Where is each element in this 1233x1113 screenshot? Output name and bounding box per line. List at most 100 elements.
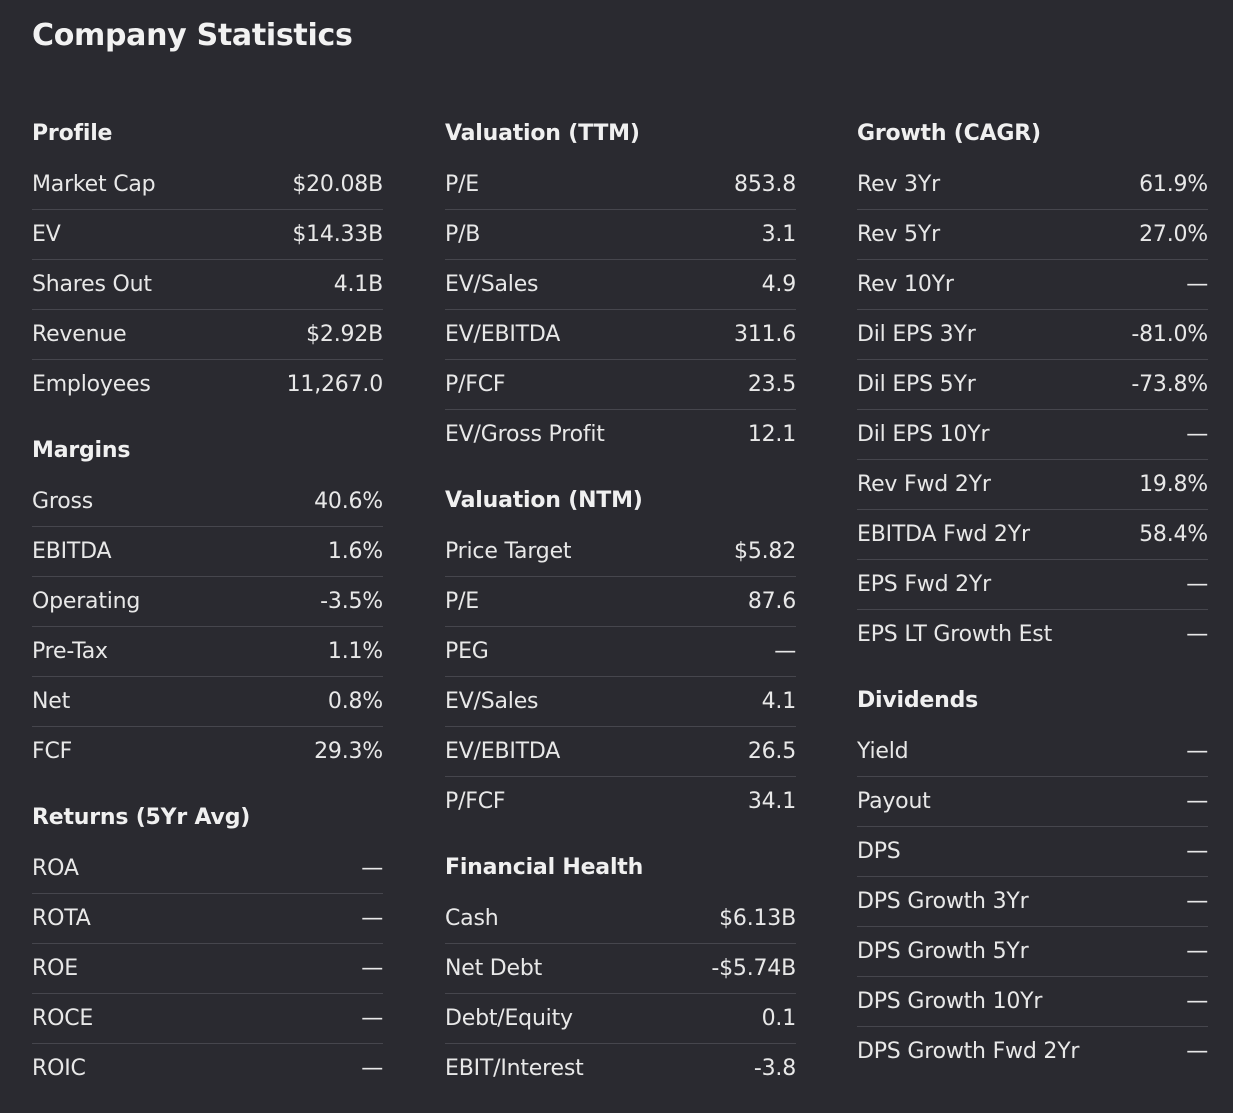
stat-label: Shares Out <box>32 272 152 297</box>
stat-row: Debt/Equity 0.1 <box>445 994 796 1044</box>
stat-label: Operating <box>32 589 141 614</box>
stat-value: 4.1B <box>333 272 383 297</box>
stat-value: -$5.74B <box>711 956 796 981</box>
stat-row: Yield — <box>857 727 1208 777</box>
stat-row: DPS Growth 5Yr — <box>857 927 1208 977</box>
stat-label: PEG <box>445 639 489 664</box>
stat-value: $20.08B <box>292 172 383 197</box>
stat-value: — <box>361 1006 383 1031</box>
stat-label: Revenue <box>32 322 127 347</box>
section-title: Growth (CAGR) <box>857 121 1041 146</box>
stat-value: 311.6 <box>734 322 796 347</box>
stat-label: Market Cap <box>32 172 156 197</box>
stat-value: — <box>361 956 383 981</box>
stat-label: EBITDA Fwd 2Yr <box>857 522 1030 547</box>
stat-value: 29.3% <box>314 739 383 764</box>
stat-label: P/E <box>445 172 479 197</box>
stat-label: Net <box>32 689 71 714</box>
stat-row: EPS Fwd 2Yr — <box>857 560 1208 610</box>
stat-label: Dil EPS 5Yr <box>857 372 976 397</box>
stat-row: Rev Fwd 2Yr 19.8% <box>857 460 1208 510</box>
stat-value: — <box>361 1056 383 1081</box>
stat-row: EV/Sales 4.1 <box>445 677 796 727</box>
stat-value: — <box>1186 989 1208 1014</box>
stat-row: Rev 3Yr 61.9% <box>857 160 1208 210</box>
stat-row: EBITDA 1.6% <box>32 527 383 577</box>
stat-value: — <box>1186 739 1208 764</box>
section-title: Valuation (NTM) <box>445 488 643 513</box>
stat-row: Operating -3.5% <box>32 577 383 627</box>
stat-row: P/B 3.1 <box>445 210 796 260</box>
stat-row: EV/Gross Profit 12.1 <box>445 410 796 459</box>
section-title: Margins <box>32 438 131 463</box>
stat-row: P/FCF 23.5 <box>445 360 796 410</box>
section-returns: Returns (5Yr Avg) ROA — ROTA — ROE — ROCE — … <box>32 792 383 1093</box>
stat-value: 23.5 <box>747 372 796 397</box>
stat-value: — <box>1186 889 1208 914</box>
page-title: Company Statistics <box>32 18 353 53</box>
stat-label: EV/Sales <box>445 272 539 297</box>
section-profile: Profile Market Cap $20.08B EV $14.33B Shar… <box>32 108 383 409</box>
stat-label: P/FCF <box>445 372 506 397</box>
stat-value: $6.13B <box>719 906 796 931</box>
stat-value: 40.6% <box>314 489 383 514</box>
stat-row: EV/EBITDA 311.6 <box>445 310 796 360</box>
stat-label: EBITDA <box>32 539 112 564</box>
stat-row: EV $14.33B <box>32 210 383 260</box>
stats-column-3: Growth (CAGR) Rev 3Yr 61.9% Rev 5Yr 27.0% … <box>857 108 1208 1076</box>
stat-label: EV/EBITDA <box>445 739 561 764</box>
stat-label: DPS Growth 5Yr <box>857 939 1029 964</box>
stat-row: EPS LT Growth Est — <box>857 610 1208 659</box>
stat-label: ROTA <box>32 906 91 931</box>
stat-label: EV <box>32 222 61 247</box>
stat-row: Net 0.8% <box>32 677 383 727</box>
section-valuation-ttm: Valuation (TTM) P/E 853.8 P/B 3.1 EV/Sales… <box>445 108 796 459</box>
stat-value: — <box>361 856 383 881</box>
stat-label: Gross <box>32 489 93 514</box>
stat-label: ROA <box>32 856 79 881</box>
stat-label: Net Debt <box>445 956 543 981</box>
stat-label: Pre-Tax <box>32 639 108 664</box>
stat-row: ROCE — <box>32 994 383 1044</box>
section-valuation-ntm: Valuation (NTM) Price Target $5.82 P/E 87.… <box>445 475 796 826</box>
stat-row: EBITDA Fwd 2Yr 58.4% <box>857 510 1208 560</box>
stat-value: 26.5 <box>747 739 796 764</box>
stat-value: $14.33B <box>292 222 383 247</box>
stat-row: Cash $6.13B <box>445 894 796 944</box>
stat-value: 27.0% <box>1139 222 1208 247</box>
stat-label: Dil EPS 10Yr <box>857 422 990 447</box>
section-dividends: Dividends Yield — Payout — DPS — DPS Growth… <box>857 675 1208 1076</box>
stat-label: Payout <box>857 789 931 814</box>
stat-value: 1.1% <box>327 639 383 664</box>
stat-row: Dil EPS 5Yr -73.8% <box>857 360 1208 410</box>
stat-value: $2.92B <box>306 322 383 347</box>
stat-row: DPS Growth 3Yr — <box>857 877 1208 927</box>
stat-row: PEG — <box>445 627 796 677</box>
stat-value: — <box>1186 272 1208 297</box>
stat-row: Pre-Tax 1.1% <box>32 627 383 677</box>
stat-label: EV/Sales <box>445 689 539 714</box>
stat-row: Payout — <box>857 777 1208 827</box>
stat-value: -3.8 <box>753 1056 796 1081</box>
stat-label: DPS Growth Fwd 2Yr <box>857 1039 1080 1064</box>
stat-value: 12.1 <box>747 422 796 447</box>
stat-label: ROCE <box>32 1006 94 1031</box>
stat-label: P/B <box>445 222 481 247</box>
section-title: Profile <box>32 121 113 146</box>
stat-label: ROIC <box>32 1056 86 1081</box>
stat-value: — <box>1186 939 1208 964</box>
stat-row: Net Debt -$5.74B <box>445 944 796 994</box>
section-title: Financial Health <box>445 855 644 880</box>
stat-label: P/E <box>445 589 479 614</box>
stat-label: EV/EBITDA <box>445 322 561 347</box>
stat-label: P/FCF <box>445 789 506 814</box>
stat-row: Rev 5Yr 27.0% <box>857 210 1208 260</box>
stat-value: — <box>1186 572 1208 597</box>
stat-value: 1.6% <box>327 539 383 564</box>
stat-value: 3.1 <box>761 222 797 247</box>
stat-value: — <box>1186 839 1208 864</box>
stat-value: — <box>1186 1039 1208 1064</box>
stat-label: Price Target <box>445 539 572 564</box>
stat-value: -3.5% <box>320 589 383 614</box>
section-financial-health: Financial Health Cash $6.13B Net Debt -$5.… <box>445 842 796 1093</box>
